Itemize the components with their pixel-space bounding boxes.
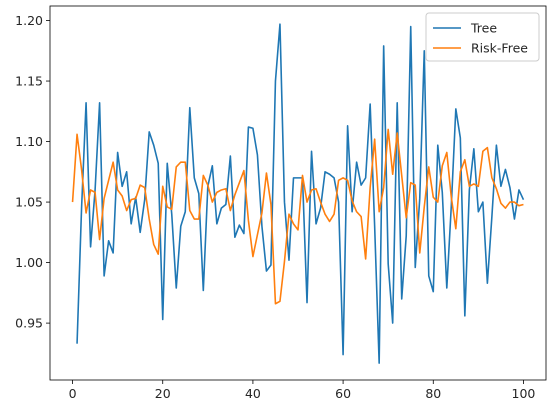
- legend-box: [425, 12, 540, 62]
- legend-label-tree: Tree: [470, 21, 497, 36]
- y-tick-label: 1.20: [15, 13, 43, 28]
- y-tick-label: 1.05: [15, 195, 43, 210]
- y-tick-label: 0.95: [15, 316, 43, 331]
- x-tick-label: 20: [155, 386, 171, 401]
- x-tick-label: 0: [69, 386, 77, 401]
- y-tick-label: 1.00: [15, 255, 43, 270]
- x-tick-label: 40: [245, 386, 261, 401]
- series-line-tree: [76, 23, 525, 364]
- x-tick-label: 60: [335, 386, 351, 401]
- legend-label-risk-free: Risk-Free: [471, 41, 528, 56]
- y-tick-label: 1.15: [15, 74, 43, 89]
- y-tick-label: 1.10: [15, 134, 43, 149]
- x-tick-label: 100: [512, 386, 536, 401]
- series-line-risk-free: [71, 128, 524, 305]
- axes-frame: [49, 5, 547, 381]
- x-tick-label: 80: [425, 386, 441, 401]
- legend: Tree Risk-Free: [425, 12, 540, 62]
